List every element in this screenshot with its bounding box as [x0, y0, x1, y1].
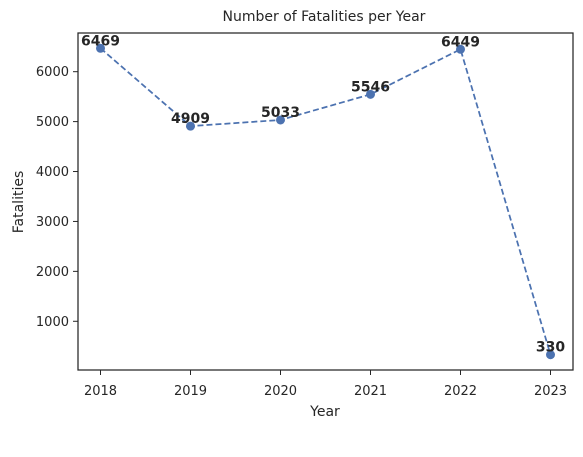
data-point [546, 350, 555, 360]
plot-frame [77, 32, 574, 371]
fatalities-series-line [99, 47, 552, 355]
y-tick-label: 4000 [36, 165, 69, 180]
data-label: 5546 [351, 79, 390, 95]
data-label: 330 [536, 340, 565, 356]
x-axis-label: Year [309, 404, 340, 420]
x-axis-ticks: 2018 2019 2020 2021 2022 2023 [84, 370, 567, 399]
x-tick-label: 2018 [84, 384, 117, 399]
y-tick-label: 2000 [36, 265, 69, 280]
y-tick-label: 1000 [36, 315, 69, 330]
data-point [276, 115, 285, 125]
x-tick-label: 2021 [354, 384, 387, 399]
data-point [366, 89, 375, 99]
data-label: 4909 [171, 111, 210, 127]
x-tick-label: 2022 [444, 384, 477, 399]
data-point [186, 121, 195, 131]
y-tick-label: 3000 [36, 215, 69, 230]
x-tick-label: 2023 [534, 384, 567, 399]
y-axis-label: Fatalities [11, 171, 27, 233]
data-point [456, 44, 465, 54]
data-label: 6469 [81, 33, 120, 49]
y-tick-label: 6000 [36, 65, 69, 80]
data-label: 6449 [441, 34, 480, 50]
data-labels: 6469 4909 5033 5546 6449 330 [81, 33, 565, 355]
y-axis-ticks: 1000 2000 3000 4000 5000 6000 [36, 65, 78, 330]
x-tick-label: 2019 [174, 384, 207, 399]
chart-title: Number of Fatalities per Year [223, 9, 426, 25]
data-point [96, 43, 105, 53]
x-tick-label: 2020 [264, 384, 297, 399]
data-points [96, 43, 555, 360]
y-tick-label: 5000 [36, 115, 69, 130]
data-label: 5033 [261, 105, 300, 121]
